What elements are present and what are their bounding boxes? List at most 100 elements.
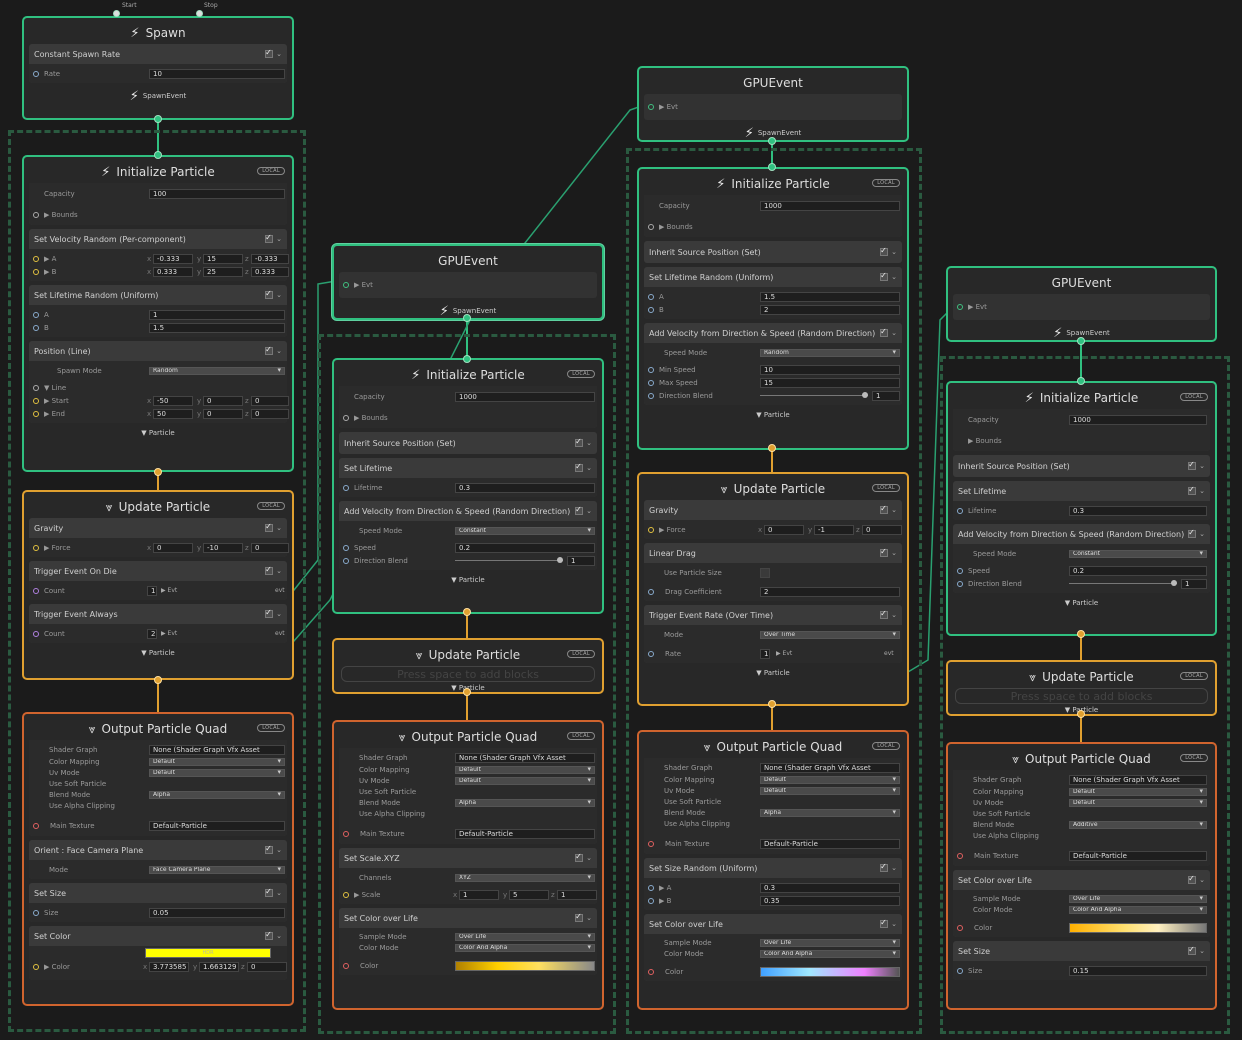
bounds-label[interactable]: ▶ Bounds: [968, 436, 1002, 445]
speed-mode-dropdown[interactable]: Constant: [1069, 549, 1207, 558]
chevron-down-icon[interactable]: ⌄: [1199, 530, 1205, 538]
init4-input-port[interactable]: [1077, 377, 1085, 385]
enable-checkbox[interactable]: [575, 852, 584, 862]
force-y-field[interactable]: -1: [814, 524, 854, 535]
max-speed-field[interactable]: 15: [760, 377, 900, 388]
update-particle-context-4[interactable]: ⩔ Update Particle LOCAL Press space to add…: [946, 660, 1217, 716]
scale-y-field[interactable]: 5: [509, 889, 549, 900]
enable-checkbox[interactable]: [1188, 874, 1197, 884]
bounds-label[interactable]: ▶ Bounds: [44, 210, 78, 219]
direction-blend-field[interactable]: 1: [567, 555, 595, 566]
update-particle-context-2[interactable]: ⩔ Update Particle LOCAL Press space to add…: [332, 638, 604, 694]
shader-graph-field[interactable]: None (Shader Graph Vfx Asset: [760, 763, 900, 773]
init3-input-port[interactable]: [768, 163, 776, 171]
set-size-block[interactable]: Set Size ⌄ Size 0.05: [29, 883, 287, 922]
chevron-down-icon[interactable]: ⌄: [276, 567, 282, 575]
init2-output-port[interactable]: [463, 608, 471, 616]
min-speed-field[interactable]: 10: [760, 364, 900, 375]
lifetime-random-block[interactable]: Set Lifetime Random (Uniform) ⌄ A 1 B 1.5: [29, 285, 287, 337]
lifetime-b-field[interactable]: 2: [760, 304, 900, 315]
enable-checkbox[interactable]: [880, 327, 889, 337]
scale-x-field[interactable]: 1: [459, 889, 499, 900]
orient-block[interactable]: Orient : Face Camera Plane ⌄ Mode Face Cam…: [29, 840, 287, 879]
speed-field[interactable]: 0.2: [455, 542, 595, 553]
blend-mode-dropdown[interactable]: Alpha: [149, 790, 285, 799]
main-texture-field[interactable]: Default-Particle: [1069, 850, 1207, 861]
drag-coefficient-field[interactable]: 2: [760, 586, 900, 597]
stop-port[interactable]: [196, 10, 203, 17]
direction-blend-field[interactable]: 1: [1181, 578, 1207, 589]
size-field[interactable]: 0.05: [149, 907, 285, 918]
local-badge[interactable]: LOCAL: [257, 502, 285, 510]
port-dot[interactable]: [343, 484, 349, 491]
local-badge[interactable]: LOCAL: [567, 732, 595, 740]
a-x-field[interactable]: -0.333: [153, 253, 193, 264]
enable-checkbox[interactable]: [265, 887, 274, 897]
enable-checkbox[interactable]: [265, 844, 274, 854]
chevron-down-icon[interactable]: ⌄: [891, 506, 897, 514]
count-field[interactable]: 2: [147, 628, 157, 639]
chevron-down-icon[interactable]: ⌄: [276, 846, 282, 854]
enable-checkbox[interactable]: [880, 246, 889, 256]
port-dot[interactable]: [33, 70, 39, 77]
enable-checkbox[interactable]: [265, 48, 274, 58]
constant-spawn-rate-block[interactable]: Constant Spawn Rate ⌄ Rate 10: [29, 44, 287, 83]
add-velocity-block[interactable]: Add Velocity from Direction & Speed (Ran…: [339, 501, 597, 570]
rate-field[interactable]: 10: [149, 68, 285, 79]
initialize-particle-context-2[interactable]: ⚡ Initialize Particle LOCAL Capacity 1000 ▶…: [332, 358, 604, 614]
update4-output-port[interactable]: [1077, 710, 1085, 718]
hdr-color-swatch[interactable]: HDR: [145, 948, 271, 958]
velocity-random-block[interactable]: Set Velocity Random (Per-component) ⌄ ▶ A…: [29, 229, 289, 281]
initialize-particle-context-1[interactable]: ⚡ Initialize Particle LOCAL Capacity 100 ▶ …: [22, 155, 294, 472]
enable-checkbox[interactable]: [575, 462, 584, 472]
force-y-field[interactable]: -10: [203, 542, 243, 553]
spawn-event-port[interactable]: [154, 115, 162, 123]
local-badge[interactable]: LOCAL: [872, 484, 900, 492]
inherit-position-block[interactable]: Inherit Source Position (Set) ⌄: [953, 455, 1210, 477]
orient-mode-dropdown[interactable]: Face Camera Plane: [149, 865, 285, 874]
color-over-life-block[interactable]: Set Color over Life ⌄ Sample Mode Over Lif…: [953, 870, 1210, 937]
port-dot[interactable]: [648, 526, 654, 533]
speed-mode-dropdown[interactable]: Constant: [455, 526, 595, 535]
port-dot[interactable]: [648, 379, 654, 386]
local-badge[interactable]: LOCAL: [257, 167, 285, 175]
count-field[interactable]: 1: [147, 585, 157, 596]
start-y-field[interactable]: 0: [203, 395, 243, 406]
port-dot[interactable]: [33, 384, 39, 391]
enable-checkbox[interactable]: [880, 609, 889, 619]
lifetime-a-field[interactable]: 1.5: [760, 291, 900, 302]
set-color-block[interactable]: Set Color⌄ HDR ▶ Colorx3.773585y1.663129…: [29, 926, 287, 980]
color-over-life-block[interactable]: Set Color over Life ⌄ Sample Mode Over Lif…: [339, 908, 597, 975]
port-dot[interactable]: [33, 587, 39, 594]
port-dot[interactable]: [957, 507, 963, 514]
end-y-field[interactable]: 0: [203, 408, 243, 419]
channels-dropdown[interactable]: XYZ: [455, 873, 595, 882]
chevron-down-icon[interactable]: ⌄: [1199, 947, 1205, 955]
local-badge[interactable]: LOCAL: [257, 724, 285, 732]
force-z-field[interactable]: 0: [251, 542, 289, 553]
enable-checkbox[interactable]: [265, 565, 274, 575]
a-y-field[interactable]: 15: [203, 253, 243, 264]
port-dot[interactable]: [648, 884, 654, 891]
port-dot[interactable]: [33, 311, 39, 318]
chevron-down-icon[interactable]: ⌄: [891, 920, 897, 928]
color-gradient[interactable]: [1069, 922, 1207, 933]
port-dot[interactable]: [343, 830, 349, 837]
color-mode-dropdown[interactable]: Color And Alpha: [1069, 905, 1207, 914]
capacity-field[interactable]: 100: [149, 188, 285, 199]
use-particle-size-checkbox[interactable]: [760, 567, 770, 578]
set-lifetime-block[interactable]: Set Lifetime ⌄ Lifetime 0.3: [953, 481, 1210, 520]
port-dot[interactable]: [957, 580, 963, 587]
enable-checkbox[interactable]: [575, 912, 584, 922]
sample-mode-dropdown[interactable]: Over Life: [760, 938, 900, 947]
port-dot[interactable]: [33, 397, 39, 404]
b-y-field[interactable]: 25: [203, 266, 243, 277]
output-particle-quad-context-1[interactable]: ⩔ Output Particle Quad LOCAL Shader Graph N…: [22, 712, 294, 1006]
blend-mode-dropdown[interactable]: Alpha: [760, 808, 900, 817]
gpu2-output-port[interactable]: [463, 314, 471, 322]
chevron-down-icon[interactable]: ⌄: [276, 932, 282, 940]
